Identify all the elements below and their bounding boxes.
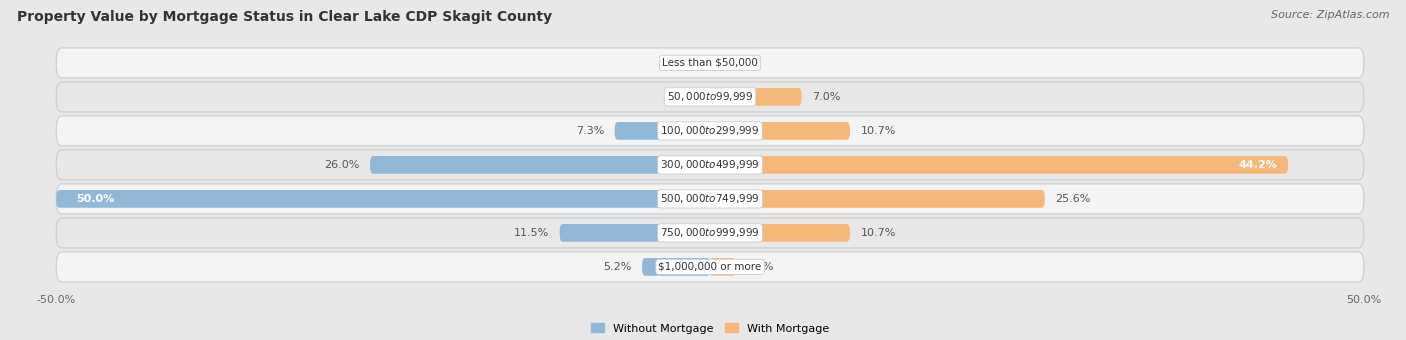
- FancyBboxPatch shape: [710, 258, 735, 276]
- Text: $1,000,000 or more: $1,000,000 or more: [658, 262, 762, 272]
- Text: 5.2%: 5.2%: [603, 262, 631, 272]
- Text: 50.0%: 50.0%: [76, 194, 114, 204]
- FancyBboxPatch shape: [56, 82, 1364, 112]
- Text: 7.3%: 7.3%: [575, 126, 605, 136]
- FancyBboxPatch shape: [370, 156, 710, 174]
- Text: Less than $50,000: Less than $50,000: [662, 58, 758, 68]
- FancyBboxPatch shape: [710, 190, 1045, 208]
- Text: $50,000 to $99,999: $50,000 to $99,999: [666, 90, 754, 103]
- Text: 0.0%: 0.0%: [671, 58, 700, 68]
- FancyBboxPatch shape: [710, 122, 851, 140]
- Text: $750,000 to $999,999: $750,000 to $999,999: [661, 226, 759, 239]
- Text: 44.2%: 44.2%: [1239, 160, 1278, 170]
- FancyBboxPatch shape: [710, 88, 801, 106]
- Text: 11.5%: 11.5%: [515, 228, 550, 238]
- FancyBboxPatch shape: [710, 156, 1288, 174]
- Text: 0.0%: 0.0%: [720, 58, 749, 68]
- FancyBboxPatch shape: [56, 252, 1364, 282]
- FancyBboxPatch shape: [56, 190, 710, 208]
- Text: $100,000 to $299,999: $100,000 to $299,999: [661, 124, 759, 137]
- Text: 10.7%: 10.7%: [860, 228, 896, 238]
- Text: $500,000 to $749,999: $500,000 to $749,999: [661, 192, 759, 205]
- FancyBboxPatch shape: [56, 48, 1364, 78]
- FancyBboxPatch shape: [643, 258, 710, 276]
- FancyBboxPatch shape: [560, 224, 710, 242]
- FancyBboxPatch shape: [56, 116, 1364, 146]
- FancyBboxPatch shape: [56, 150, 1364, 180]
- FancyBboxPatch shape: [710, 224, 851, 242]
- Text: $300,000 to $499,999: $300,000 to $499,999: [661, 158, 759, 171]
- Text: 26.0%: 26.0%: [325, 160, 360, 170]
- Text: Source: ZipAtlas.com: Source: ZipAtlas.com: [1271, 10, 1389, 20]
- FancyBboxPatch shape: [614, 122, 710, 140]
- Legend: Without Mortgage, With Mortgage: Without Mortgage, With Mortgage: [586, 319, 834, 338]
- FancyBboxPatch shape: [56, 218, 1364, 248]
- Text: 25.6%: 25.6%: [1056, 194, 1091, 204]
- Text: 1.9%: 1.9%: [745, 262, 773, 272]
- Text: 0.0%: 0.0%: [671, 92, 700, 102]
- FancyBboxPatch shape: [56, 184, 1364, 214]
- Text: Property Value by Mortgage Status in Clear Lake CDP Skagit County: Property Value by Mortgage Status in Cle…: [17, 10, 553, 24]
- Text: 7.0%: 7.0%: [813, 92, 841, 102]
- Text: 10.7%: 10.7%: [860, 126, 896, 136]
